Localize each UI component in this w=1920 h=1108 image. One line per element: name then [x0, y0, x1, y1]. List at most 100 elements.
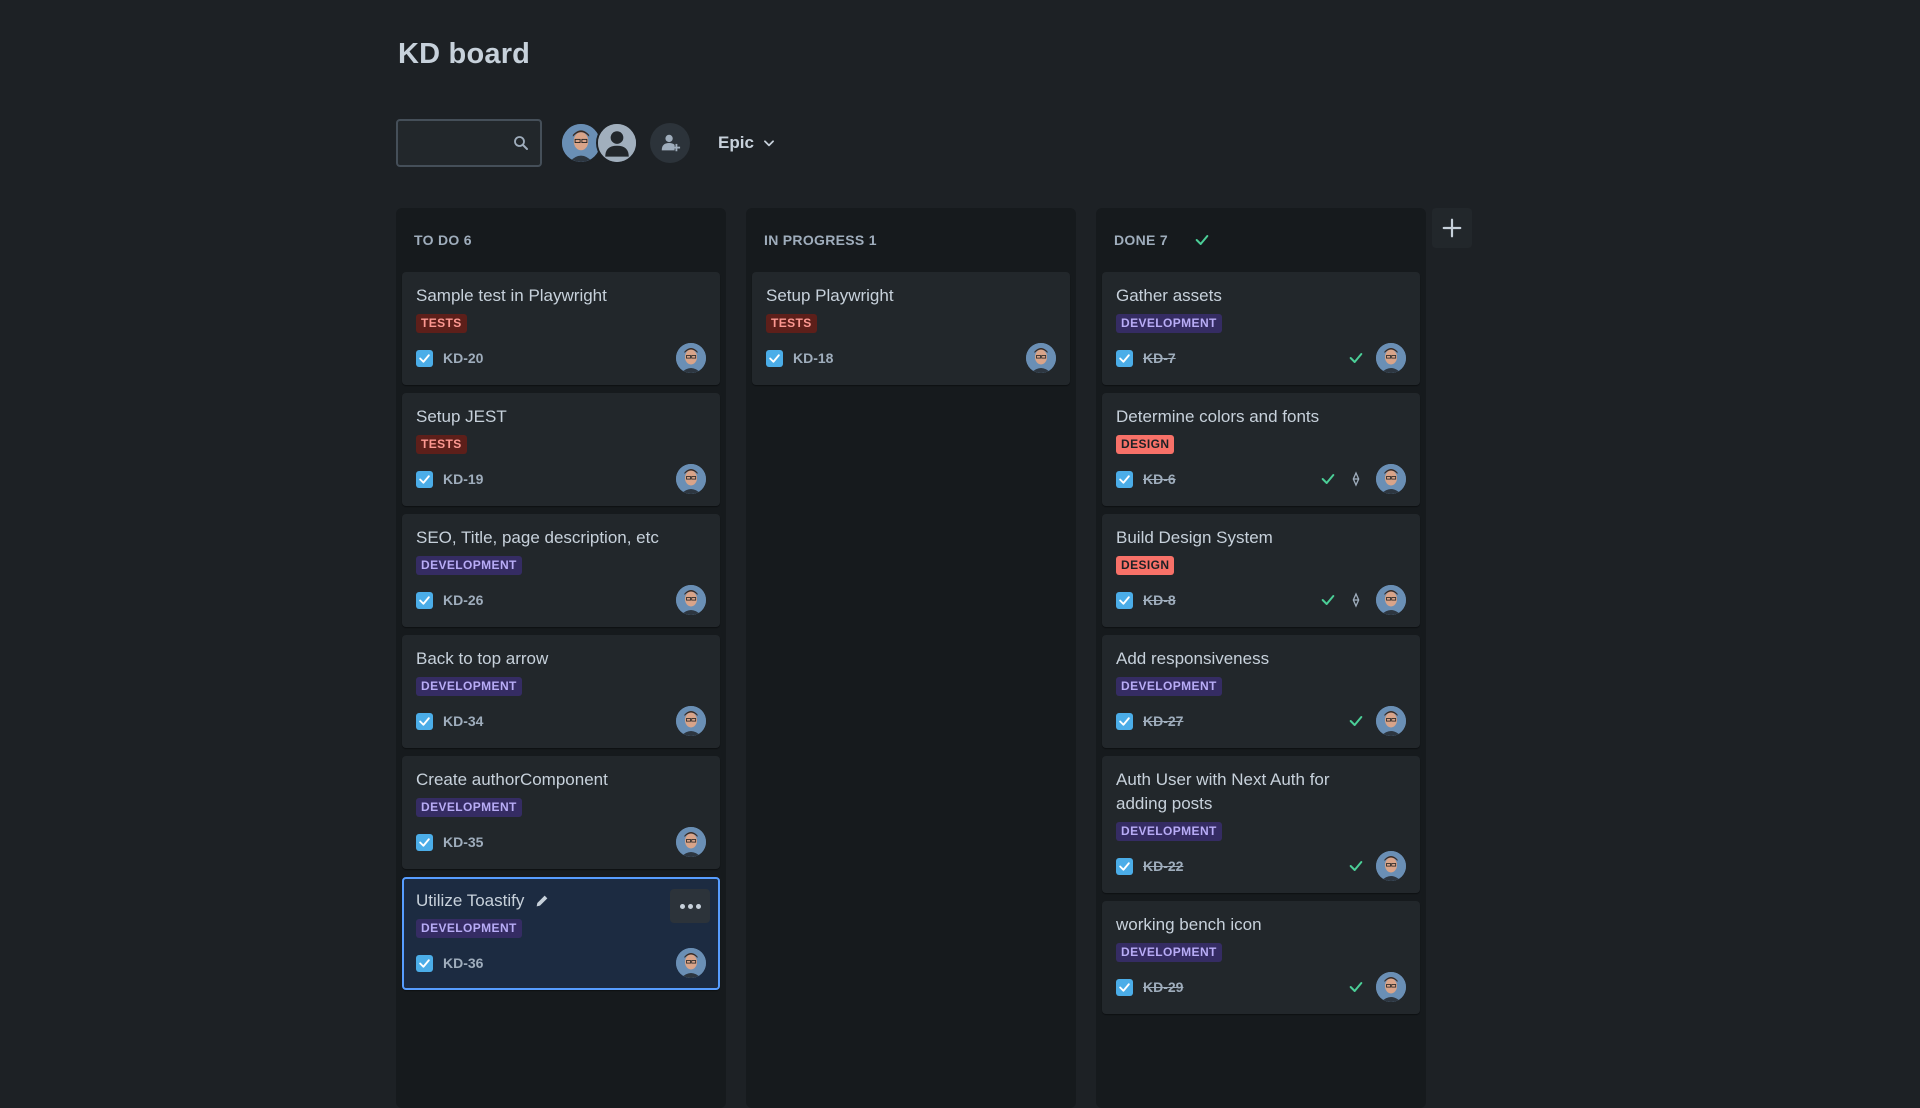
task-type-icon	[416, 712, 433, 730]
issue-key[interactable]: KD-8	[1143, 592, 1176, 608]
unassigned-avatar-filter[interactable]	[596, 122, 638, 164]
task-type-icon	[1116, 978, 1133, 996]
issue-key[interactable]: KD-22	[1143, 858, 1184, 874]
issue-key[interactable]: KD-20	[443, 350, 484, 366]
issue-card[interactable]: Determine colors and fonts DESIGN KD-6	[1102, 393, 1420, 506]
more-actions-button[interactable]	[670, 889, 710, 923]
assignee-avatar[interactable]	[676, 948, 706, 978]
assignee-avatar[interactable]	[676, 464, 706, 494]
pencil-icon[interactable]	[534, 893, 550, 909]
issue-card[interactable]: Build Design System DESIGN KD-8	[1102, 514, 1420, 627]
assignee-avatar[interactable]	[1376, 585, 1406, 615]
done-status-check-icon	[1349, 982, 1363, 992]
assignee-avatar[interactable]	[1376, 706, 1406, 736]
epic-label: TESTS	[766, 314, 817, 333]
user-avatar-filter[interactable]	[560, 122, 602, 164]
assignee-avatar[interactable]	[676, 585, 706, 615]
issue-title-row: Determine colors and fonts	[1116, 405, 1406, 429]
done-status-check-icon	[1349, 353, 1363, 363]
issue-footer-right	[1320, 464, 1406, 494]
issue-title: Gather assets	[1116, 286, 1222, 305]
issue-title: Build Design System	[1116, 528, 1273, 547]
assignee-avatar[interactable]	[1026, 343, 1056, 373]
epic-label: TESTS	[416, 314, 467, 333]
issue-footer-right	[676, 464, 706, 494]
issue-title-row: Create authorComponent	[416, 768, 706, 792]
issue-card[interactable]: Sample test in Playwright TESTS KD-20	[402, 272, 720, 385]
issue-key[interactable]: KD-36	[443, 955, 484, 971]
issue-title: Determine colors and fonts	[1116, 407, 1320, 426]
user-photo-icon	[1376, 972, 1406, 1002]
issue-card[interactable]: working bench icon DEVELOPMENT KD-29	[1102, 901, 1420, 1014]
issue-key[interactable]: KD-6	[1143, 471, 1176, 487]
task-type-icon	[1116, 591, 1133, 609]
issue-title-row: Sample test in Playwright	[416, 284, 706, 308]
assignee-avatar[interactable]	[1376, 464, 1406, 494]
epic-label: DEVELOPMENT	[416, 798, 522, 817]
user-photo-icon	[1376, 706, 1406, 736]
add-people-button[interactable]	[650, 123, 690, 163]
user-photo-icon	[676, 706, 706, 736]
user-photo-icon	[676, 827, 706, 857]
add-column-button[interactable]	[1432, 208, 1472, 248]
issue-title-row: Add responsiveness	[1116, 647, 1406, 671]
issue-card[interactable]: Back to top arrow DEVELOPMENT KD-34	[402, 635, 720, 748]
search-input[interactable]	[398, 121, 540, 165]
issue-footer: KD-35	[416, 827, 706, 857]
priority-icon	[1352, 592, 1360, 608]
assignee-avatar[interactable]	[676, 706, 706, 736]
issue-title: Setup Playwright	[766, 286, 894, 305]
issue-title-row: working bench icon	[1116, 913, 1406, 937]
issue-footer-right	[1320, 585, 1406, 615]
column-title: TO DO 6	[414, 232, 472, 248]
assignee-avatar[interactable]	[676, 343, 706, 373]
issue-footer: KD-8	[1116, 585, 1406, 615]
issue-card[interactable]: Add responsiveness DEVELOPMENT KD-27	[1102, 635, 1420, 748]
issue-card[interactable]: Setup JEST TESTS KD-19	[402, 393, 720, 506]
issue-title-row: Auth User with Next Auth for adding post…	[1116, 768, 1406, 816]
issue-card[interactable]: Setup Playwright TESTS KD-18	[752, 272, 1070, 385]
issue-key[interactable]: KD-18	[793, 350, 834, 366]
issue-card[interactable]: Create authorComponent DEVELOPMENT KD-35	[402, 756, 720, 869]
user-photo-icon	[562, 124, 600, 162]
issue-key[interactable]: KD-19	[443, 471, 484, 487]
issue-footer: KD-27	[1116, 706, 1406, 736]
issue-footer-right	[1348, 972, 1406, 1002]
issue-key[interactable]: KD-35	[443, 834, 484, 850]
user-photo-icon	[1376, 585, 1406, 615]
board-column: TO DO 6 Sample test in Playwright TESTS KD-…	[396, 208, 726, 1108]
epic-label: DEVELOPMENT	[1116, 822, 1222, 841]
issue-key[interactable]: KD-7	[1143, 350, 1176, 366]
issue-key[interactable]: KD-29	[1143, 979, 1184, 995]
assignee-avatar[interactable]	[1376, 851, 1406, 881]
assignee-avatar[interactable]	[1376, 343, 1406, 373]
issue-card[interactable]: Gather assets DEVELOPMENT KD-7	[1102, 272, 1420, 385]
epic-label: DEVELOPMENT	[1116, 943, 1222, 962]
task-type-icon	[1116, 857, 1133, 875]
board-toolbar: Epic	[396, 119, 996, 167]
issue-key[interactable]: KD-27	[1143, 713, 1184, 729]
issue-footer: KD-26	[416, 585, 706, 615]
issue-footer: KD-36	[416, 948, 706, 978]
issue-title: Add responsiveness	[1116, 649, 1270, 668]
issue-key[interactable]: KD-26	[443, 592, 484, 608]
assignee-avatar[interactable]	[1376, 972, 1406, 1002]
epic-label: DEVELOPMENT	[416, 919, 522, 938]
task-type-icon	[416, 591, 433, 609]
issue-card[interactable]: SEO, Title, page description, etc DEVELOP…	[402, 514, 720, 627]
issue-card[interactable]: Auth User with Next Auth for adding post…	[1102, 756, 1420, 893]
issue-title: Sample test in Playwright	[416, 286, 607, 305]
issue-footer-right	[676, 343, 706, 373]
epic-filter-dropdown[interactable]: Epic	[712, 127, 782, 159]
issue-footer-right	[1348, 851, 1406, 881]
user-photo-icon	[1376, 464, 1406, 494]
user-photo-icon	[1026, 343, 1056, 373]
issue-key[interactable]: KD-34	[443, 713, 484, 729]
issue-footer-right	[676, 585, 706, 615]
assignee-filter	[560, 122, 638, 164]
issue-footer: KD-19	[416, 464, 706, 494]
assignee-avatar[interactable]	[676, 827, 706, 857]
issue-footer-right	[1026, 343, 1056, 373]
issue-card[interactable]: Utilize Toastify DEVELOPMENT KD-36	[402, 877, 720, 990]
issue-title: Utilize Toastify	[416, 891, 525, 910]
